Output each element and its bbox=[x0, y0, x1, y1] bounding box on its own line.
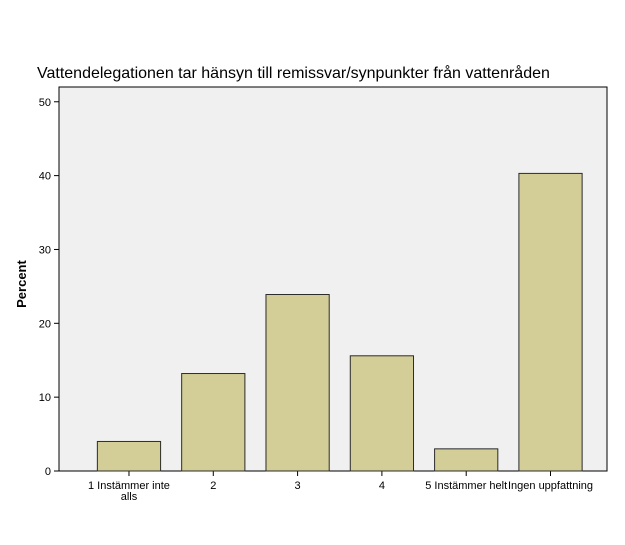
bars bbox=[96, 172, 583, 472]
x-tick-label: 3 bbox=[295, 480, 301, 492]
y-axis-label: Percent bbox=[14, 259, 29, 307]
bar bbox=[518, 172, 583, 472]
x-tick-label: 5 Instämmer helt bbox=[425, 480, 507, 492]
y-tick-label: 50 bbox=[39, 97, 51, 109]
bar bbox=[265, 294, 330, 472]
x-tick-label: 1 Instämmer inte alls bbox=[88, 480, 170, 503]
bar bbox=[96, 440, 162, 472]
x-tick-label-line: alls bbox=[121, 491, 138, 503]
x-tick-label-line: 4 bbox=[379, 480, 385, 492]
x-tick-label: 2 bbox=[210, 480, 216, 492]
x-axis: 1 Instämmer inte alls 2 3 4 5 Instämmer helt I… bbox=[59, 470, 607, 503]
bar bbox=[181, 373, 246, 472]
y-tick-label: 30 bbox=[39, 244, 51, 256]
plot-area bbox=[58, 86, 608, 472]
y-tick-label: 40 bbox=[39, 171, 51, 183]
y-tick-label: 0 bbox=[45, 466, 51, 478]
bar bbox=[434, 448, 499, 472]
x-tick-label: Ingen uppfattning bbox=[508, 480, 593, 492]
y-axis: 0 10 20 30 40 50 bbox=[39, 87, 60, 478]
y-tick-label: 10 bbox=[39, 392, 51, 404]
x-tick-label-line: 2 bbox=[210, 480, 216, 492]
x-tick-label-line: Ingen uppfattning bbox=[508, 480, 593, 492]
chart-title: Vattendelegationen tar hänsyn till remis… bbox=[37, 64, 550, 82]
bar bbox=[349, 355, 415, 472]
x-tick-label: 4 bbox=[379, 480, 385, 492]
y-tick-label: 20 bbox=[39, 318, 51, 330]
x-tick-label-line: 3 bbox=[295, 480, 301, 492]
x-tick-label-line: 1 Instämmer inte bbox=[88, 480, 170, 492]
x-tick-label-line: 5 Instämmer helt bbox=[425, 480, 507, 492]
